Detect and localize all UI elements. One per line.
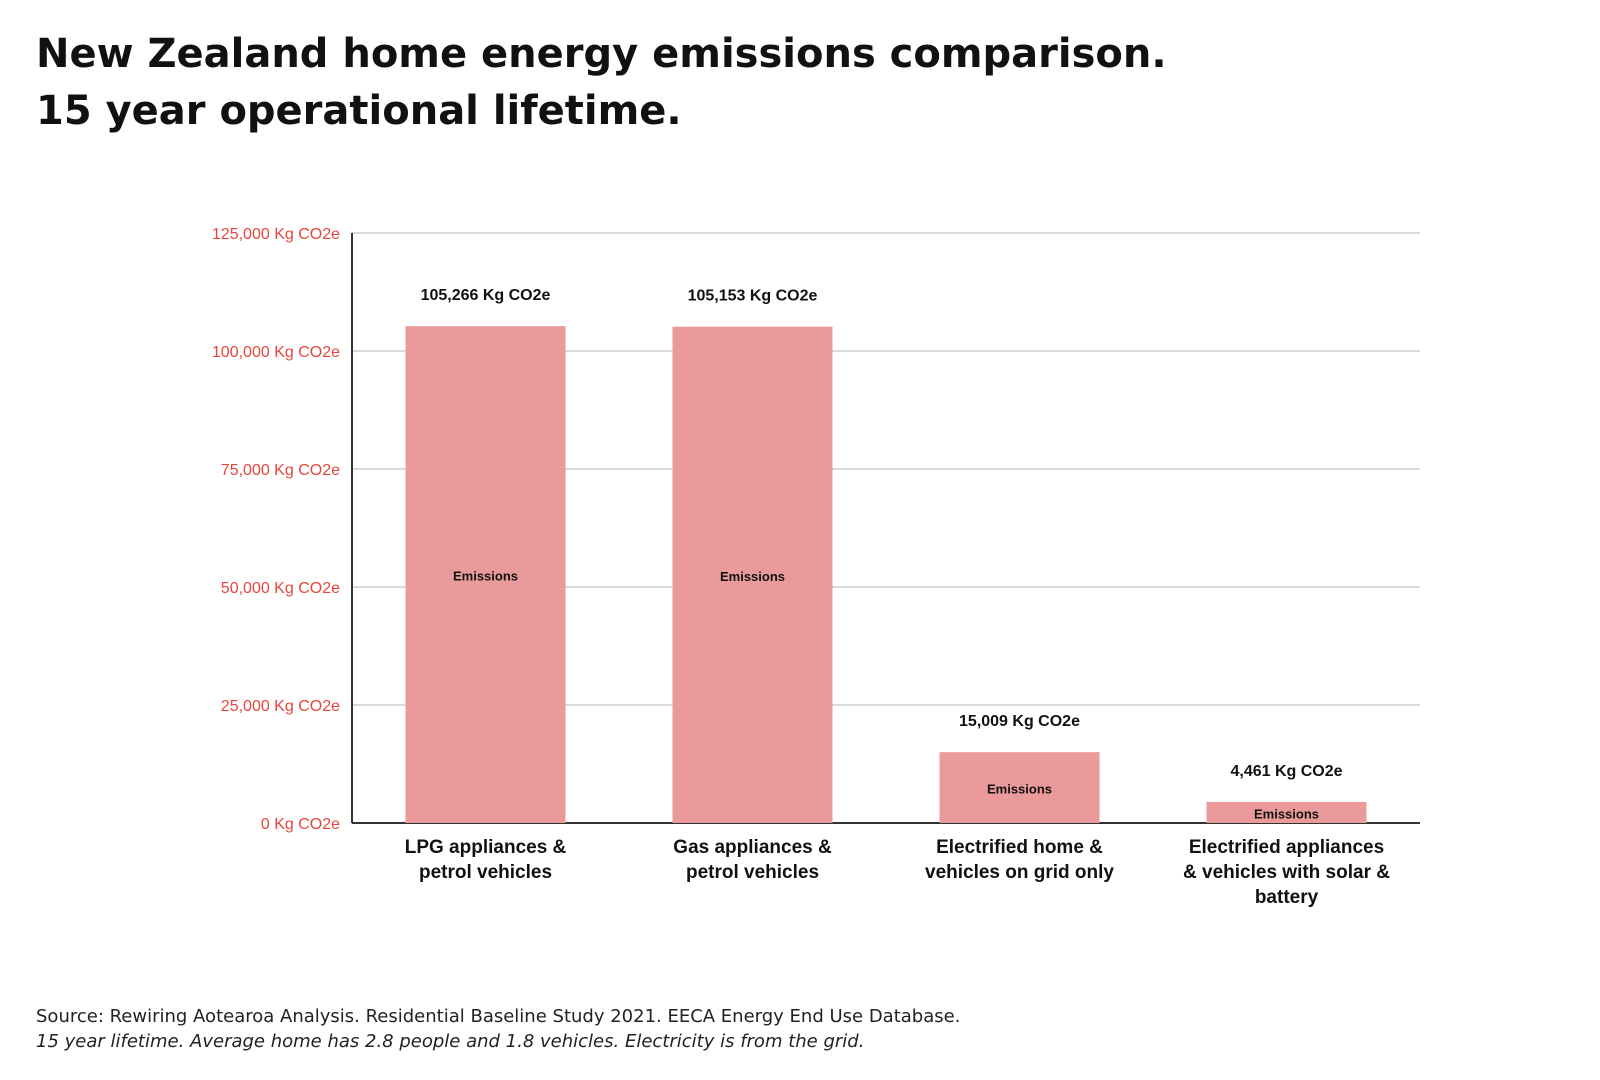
bar-value-label: 4,461 Kg CO2e [1230,763,1342,780]
y-tick-label: 25,000 Kg CO2e [221,698,340,715]
chart-title-line-2: 15 year operational lifetime. [36,88,682,134]
x-category-label-line: LPG appliances & [405,837,567,858]
chart-title-line-1: New Zealand home energy emissions compar… [36,31,1167,77]
x-category-label-line: Gas appliances & [673,837,832,858]
x-category-label-line: petrol vehicles [686,862,819,883]
x-category-label-line: battery [1255,887,1319,908]
y-tick-label: 100,000 Kg CO2e [212,344,340,361]
y-tick-label: 0 Kg CO2e [261,816,340,833]
x-category-label: Gas appliances & petrol vehicles [673,837,832,883]
y-tick-label: 75,000 Kg CO2e [221,462,340,479]
bar-value-label: 105,266 Kg CO2e [421,287,551,304]
x-category-label-line: & vehicles with solar & [1183,862,1390,883]
x-category-label: Electrified appliances & vehicles with so… [1183,837,1390,908]
methodology-note: 15 year lifetime. Average home has 2.8 p… [36,1031,865,1052]
bar-value-label: 15,009 Kg CO2e [959,713,1080,730]
y-tick-label: 50,000 Kg CO2e [221,580,340,597]
x-category-label: LPG appliances & petrol vehicles [405,837,567,883]
source-note: Source: Rewiring Aotearoa Analysis. Resi… [36,1006,961,1027]
bar [672,326,833,823]
x-category-label: Electrified home & vehicles on grid only [925,837,1114,883]
bar-series-label: Emissions [720,569,785,584]
chart-footer: Source: Rewiring Aotearoa Analysis. Resi… [36,1004,960,1054]
bar-series-label: Emissions [987,782,1052,797]
x-category-label-line: Electrified home & [936,837,1103,858]
chart-title: New Zealand home energy emissions compar… [36,26,1167,140]
bar-series-label: Emissions [453,569,518,584]
x-category-label-line: vehicles on grid only [925,862,1114,883]
bar [939,752,1100,823]
bar-series-label: Emissions [1254,806,1319,821]
bar-value-label: 105,153 Kg CO2e [688,288,818,305]
x-category-label-line: Electrified appliances [1189,837,1384,858]
x-category-label-line: petrol vehicles [419,862,552,883]
bar [1206,801,1367,823]
y-tick-label: 125,000 Kg CO2e [212,226,340,243]
bar [405,326,566,823]
